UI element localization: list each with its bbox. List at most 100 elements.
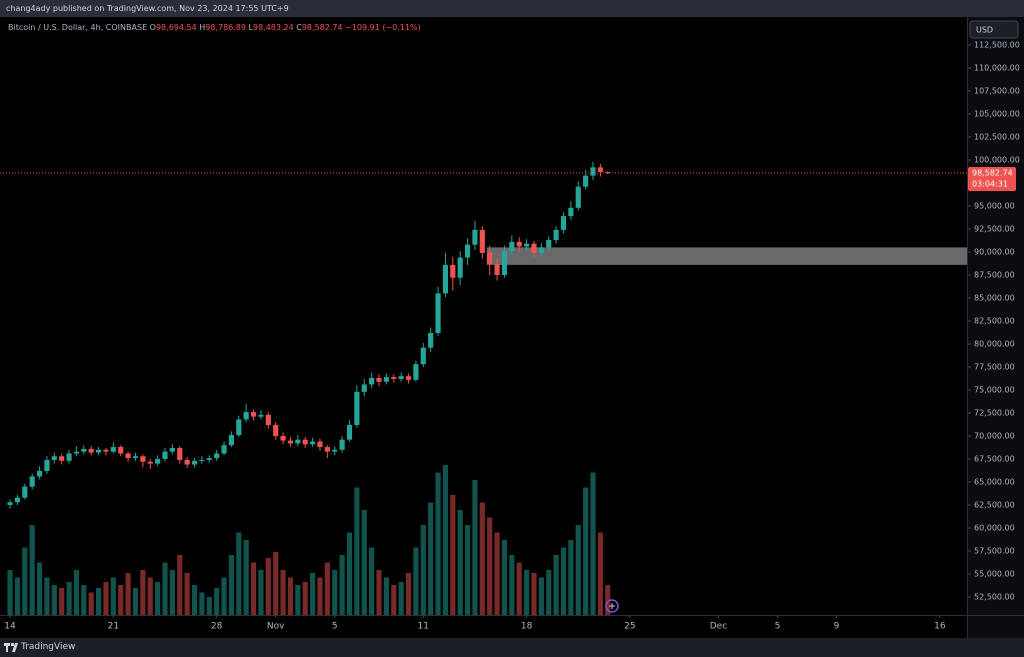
volume-bar: [590, 472, 596, 615]
candle-body: [147, 461, 153, 464]
candle-body: [324, 447, 330, 452]
candle-body: [597, 167, 603, 172]
candle-body: [538, 247, 544, 253]
candle-body: [96, 449, 102, 453]
candle-body: [501, 251, 508, 275]
candle-body: [14, 497, 20, 503]
candle-body: [155, 458, 161, 464]
candle-body: [575, 186, 581, 208]
chart: USD Bitcoin / U.S. Dollar, 4h, COINBASE …: [0, 17, 1024, 638]
candle-body: [553, 229, 559, 241]
header: chang4ady published on TradingView.com, …: [0, 0, 1024, 17]
candle-body: [228, 435, 235, 446]
volume-bar: [280, 570, 286, 615]
candle-body: [103, 449, 109, 452]
candle-body: [44, 459, 50, 471]
volume-bar: [472, 480, 478, 615]
y-tick-label: 55,000.00: [974, 569, 1015, 578]
y-tick-label: 85,000.00: [974, 293, 1015, 302]
candle-body: [435, 293, 441, 333]
candle-body: [560, 216, 567, 230]
y-tick-label: 110,000.00: [974, 63, 1020, 72]
volume-bar: [597, 532, 603, 615]
candle-body: [110, 447, 116, 452]
candle-body: [243, 412, 249, 420]
volume-bar: [361, 510, 367, 615]
volume-bar: [405, 573, 412, 615]
volume-bar: [583, 487, 589, 615]
volume-bar: [265, 558, 271, 615]
volume-bar: [29, 525, 35, 615]
volume-bar: [258, 570, 264, 615]
y-tick-label: 57,500.00: [974, 546, 1015, 555]
ohlc-value: 98,483.24: [253, 23, 294, 32]
y-tick-label: 80,000.00: [974, 339, 1015, 348]
volume-bar: [524, 570, 530, 615]
candle-body: [531, 243, 537, 253]
candle-body: [494, 263, 500, 275]
volume-bar: [553, 555, 559, 615]
candle-body: [29, 476, 35, 487]
candle-body: [354, 391, 360, 425]
price-zone: [486, 247, 967, 265]
candle-body: [524, 243, 530, 247]
y-tick-label: 82,500.00: [974, 316, 1015, 325]
candle-body: [442, 264, 449, 294]
candle-body: [273, 424, 279, 436]
candle-body: [125, 453, 131, 459]
countdown: 03:04:31: [972, 180, 1008, 189]
x-tick-label: 5: [775, 622, 781, 632]
volume-bar: [214, 588, 220, 615]
volume-bar: [206, 597, 212, 615]
candle-body: [346, 424, 353, 440]
x-tick-label: Dec: [710, 622, 727, 632]
candle-body: [317, 441, 323, 448]
volume-bar: [531, 573, 537, 615]
volume-bar: [501, 540, 508, 615]
symbol-legend: Bitcoin / U.S. Dollar, 4h, COINBASE O98,…: [8, 23, 421, 32]
candle-body: [73, 451, 80, 454]
volume-bar: [317, 577, 323, 615]
candle-body: [391, 377, 397, 379]
y-tick-label: 105,000.00: [974, 109, 1020, 118]
volume-bar: [568, 540, 574, 615]
y-axis-background: [968, 17, 1024, 638]
volume-bar: [59, 588, 65, 615]
volume-bar: [464, 525, 471, 615]
volume-bar: [398, 582, 404, 615]
volume-bar: [435, 472, 441, 615]
x-tick-label: 16: [934, 622, 946, 632]
candle-body: [376, 378, 382, 382]
currency-box[interactable]: [969, 20, 1019, 39]
volume-bar: [494, 532, 500, 615]
y-tick-label: 67,500.00: [974, 454, 1015, 463]
volume-bar: [287, 577, 294, 615]
volume-bar: [88, 592, 94, 615]
add-button[interactable]: [605, 599, 619, 613]
candle-body: [479, 229, 485, 253]
candle-body: [487, 252, 493, 264]
volume-bar: [324, 562, 330, 615]
x-axis-background: [0, 615, 967, 638]
volume-bar: [221, 577, 227, 615]
volume-bar: [450, 495, 456, 615]
candle-body: [405, 376, 412, 380]
candle-body: [339, 439, 345, 450]
y-tick-label: 75,000.00: [974, 385, 1015, 394]
candle-body: [383, 377, 389, 382]
candle-body: [590, 167, 596, 176]
candle-body: [236, 419, 242, 436]
volume-bar: [332, 570, 338, 615]
volume-bar: [346, 532, 353, 615]
candle-body: [332, 449, 338, 452]
volume-bar: [110, 577, 116, 615]
candle-body: [509, 241, 515, 252]
volume-bar: [96, 588, 102, 615]
y-tick-label: 72,500.00: [974, 408, 1015, 417]
y-tick-label: 60,000.00: [974, 523, 1015, 532]
candle-body: [583, 175, 589, 187]
volume-bar: [369, 547, 375, 615]
change: −109.91 (−0.11%): [345, 23, 421, 32]
candle-body: [206, 458, 212, 460]
